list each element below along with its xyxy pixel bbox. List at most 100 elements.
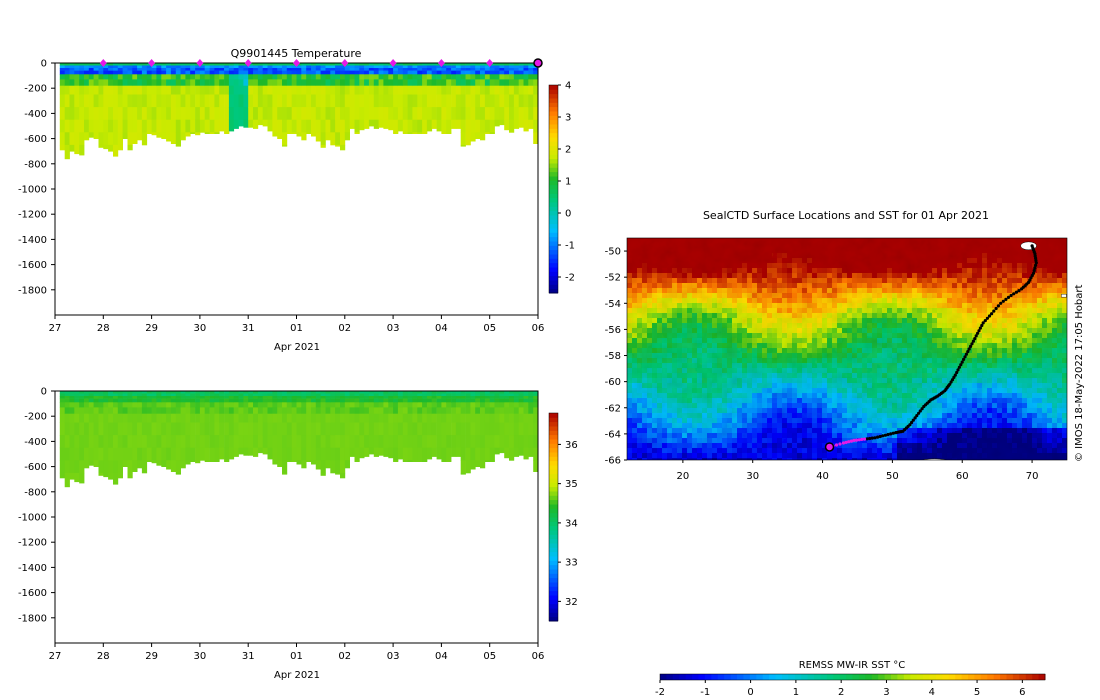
section-cell [219, 393, 225, 397]
section-cell [224, 393, 230, 397]
sst-pixel [1007, 353, 1013, 359]
section-cell [460, 398, 466, 403]
colorbar-tick-label: 35 [565, 479, 578, 490]
sst-pixel [932, 298, 938, 304]
section-cell [151, 107, 157, 121]
sst-pixel [707, 338, 713, 344]
section-cell [315, 132, 321, 142]
sst-pixel [757, 253, 763, 259]
sst-pixel [702, 318, 708, 324]
sst-pixel [882, 368, 888, 374]
sst-pixel [937, 283, 943, 289]
sst-pixel [627, 383, 633, 389]
sst-pixel [1012, 288, 1018, 294]
sst-pixel [722, 343, 728, 349]
sst-pixel [697, 348, 703, 354]
sst-pixel [947, 328, 953, 334]
section-cell [93, 396, 99, 399]
sst-pixel [732, 293, 738, 299]
sst-pixel [712, 298, 718, 304]
colorbar-tick-label: 32 [565, 597, 578, 608]
sst-pixel [1027, 248, 1033, 254]
sst-pixel [657, 363, 663, 369]
section-cell [383, 396, 389, 399]
sst-pixel [667, 238, 673, 244]
sst-pixel [897, 258, 903, 264]
sst-pixel [827, 338, 833, 344]
sst-pixel [1047, 298, 1053, 304]
section-cell [480, 65, 486, 69]
sst-pixel [877, 288, 883, 294]
section-cell [59, 65, 65, 69]
sst-pixel [877, 353, 883, 359]
section-cell [156, 396, 162, 399]
colorbar-cell [549, 206, 558, 212]
sst-pixel [697, 333, 703, 339]
sst-pixel [937, 343, 943, 349]
section-cell [122, 68, 128, 71]
sst-pixel [1047, 373, 1053, 379]
section-cell [209, 94, 215, 108]
section-cell [151, 70, 157, 75]
sst-pixel [857, 248, 863, 254]
section-cell [84, 74, 90, 80]
sst-pixel [872, 333, 878, 339]
sst-pixel [917, 373, 923, 379]
section-cell [228, 398, 235, 403]
section-cell [257, 65, 264, 69]
section-cell [103, 74, 109, 80]
sst-pixel [667, 313, 673, 319]
sst-pixel [967, 288, 973, 294]
section-cell [494, 107, 500, 121]
sst-pixel [937, 268, 943, 274]
sst-pixel [767, 338, 773, 344]
sst-pixel [727, 288, 733, 294]
section-cell [257, 68, 264, 71]
sst-pixel [707, 283, 713, 289]
section-cell [344, 94, 350, 108]
section-cell [460, 472, 466, 475]
section-cell [499, 63, 505, 66]
sst-pixel [747, 298, 753, 304]
sst-pixel [672, 278, 678, 284]
sst-pixel [757, 303, 763, 309]
section-cell [141, 70, 148, 75]
section-cell [330, 393, 336, 397]
sst-pixel [1057, 353, 1063, 359]
sst-pixel [862, 283, 868, 289]
sst-pixel [922, 293, 928, 299]
sst-pixel [637, 258, 643, 264]
section-cell [523, 85, 529, 95]
section-cell [170, 413, 177, 423]
sst-pixel [947, 358, 953, 364]
sst-pixel [672, 323, 678, 329]
section-cell [489, 398, 495, 403]
section-cell [528, 70, 534, 75]
sst-pixel [737, 298, 743, 304]
section-cell [315, 74, 321, 80]
sst-pixel [912, 308, 918, 314]
section-cell [108, 393, 114, 397]
section-cell [277, 107, 283, 121]
sst-pixel [662, 343, 668, 349]
temperature-title: Q9901445 Temperature [231, 47, 362, 60]
sst-pixel [677, 248, 683, 254]
section-cell [480, 447, 486, 461]
section-cell [103, 85, 109, 95]
section-cell [431, 63, 437, 66]
sst-pixel [952, 383, 958, 389]
sst-pixel [877, 343, 883, 349]
section-cell [383, 391, 389, 394]
sst-pixel [1042, 243, 1048, 249]
sst-pixel [917, 308, 923, 314]
section-cell [286, 396, 292, 399]
section-cell [296, 407, 302, 415]
sst-pixel [1017, 313, 1023, 319]
sst-pixel [697, 353, 703, 359]
section-cell [325, 68, 331, 71]
sst-pixel [892, 248, 898, 254]
sst-pixel [1042, 278, 1048, 284]
sst-pixel [977, 338, 983, 344]
sst-pixel [682, 323, 688, 329]
section-cell [209, 413, 215, 423]
